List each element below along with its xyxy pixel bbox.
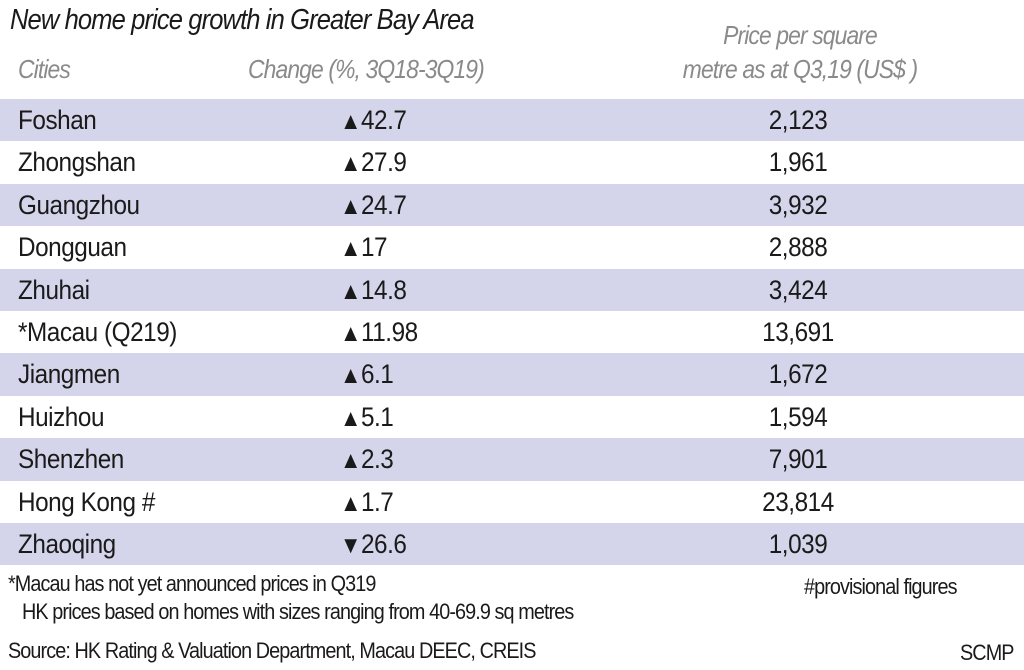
- price-value: 1,039: [768, 528, 828, 559]
- header-price-line2: metre as at Q3,19 (US$ ): [682, 54, 918, 84]
- footnote-provisional: #provisional figures: [804, 574, 957, 599]
- city-name: Zhaoqing: [18, 528, 116, 559]
- price-value: 2,123: [768, 105, 828, 135]
- triangle-up-icon: ▲: [340, 404, 361, 432]
- triangle-up-icon: ▲: [340, 489, 361, 517]
- price-value: 7,901: [768, 444, 828, 475]
- city-name: Huizhou: [18, 401, 105, 432]
- price-value: 1,961: [768, 147, 828, 178]
- change-cell: ▲42.7: [340, 105, 407, 136]
- chart-title: New home price growth in Greater Bay Are…: [10, 4, 475, 36]
- price-value: 1,672: [768, 359, 828, 390]
- change-cell: ▲1.7: [340, 486, 394, 518]
- city-name: Foshan: [18, 105, 97, 135]
- triangle-up-icon: ▲: [340, 150, 361, 178]
- change-cell: ▲27.9: [340, 147, 407, 178]
- table-row: *Macau (Q219) ▲11.98 13,691: [0, 311, 1024, 353]
- table-row: Foshan ▲42.7 2,123: [0, 99, 1024, 142]
- city-name: Dongguan: [18, 232, 127, 263]
- table-row: Zhuhai ▲14.8 3,424: [0, 268, 1024, 311]
- triangle-down-icon: ▼: [340, 531, 361, 559]
- triangle-up-icon: ▲: [340, 362, 361, 390]
- change-value: 24.7: [360, 189, 407, 220]
- change-value: 1.7: [360, 486, 394, 517]
- triangle-up-icon: ▲: [340, 447, 361, 475]
- city-name: *Macau (Q219): [18, 316, 177, 347]
- footnote-macau: *Macau has not yet announced prices in Q…: [8, 571, 376, 596]
- header-change: Change (%, 3Q18-3Q19): [248, 54, 485, 84]
- change-cell: ▼26.6: [340, 528, 407, 560]
- triangle-up-icon: ▲: [340, 277, 361, 305]
- change-cell: ▲14.8: [340, 274, 407, 306]
- change-value: 14.8: [360, 274, 407, 305]
- change-cell: ▲11.98: [340, 317, 418, 348]
- city-name: Guangzhou: [18, 189, 140, 220]
- change-value: 42.7: [360, 105, 407, 135]
- city-name: Zhuhai: [18, 274, 90, 305]
- change-cell: ▲24.7: [340, 189, 407, 221]
- change-value: 17: [360, 232, 388, 263]
- change-cell: ▲6.1: [340, 359, 394, 390]
- city-name: Jiangmen: [18, 359, 120, 390]
- table-row: Guangzhou ▲24.7 3,932: [0, 183, 1024, 227]
- price-value: 1,594: [768, 401, 828, 432]
- change-value: 27.9: [360, 147, 407, 178]
- price-value: 23,814: [762, 486, 834, 517]
- triangle-up-icon: ▲: [340, 319, 361, 347]
- credit: SCMP: [960, 640, 1014, 665]
- change-cell: ▲2.3: [340, 444, 394, 475]
- triangle-up-icon: ▲: [340, 192, 361, 220]
- footnote-hk: HK prices based on homes with sizes rang…: [22, 599, 574, 624]
- change-value: 11.98: [360, 316, 418, 347]
- table-row: Zhongshan ▲27.9 1,961: [0, 141, 1024, 183]
- change-cell: ▲17: [340, 232, 388, 263]
- table-row: Jiangmen ▲6.1 1,672: [0, 353, 1024, 396]
- table-row: Huizhou ▲5.1 1,594: [0, 396, 1024, 438]
- city-name: Hong Kong #: [18, 486, 155, 517]
- table-row: Hong Kong # ▲1.7 23,814: [0, 481, 1024, 523]
- change-value: 26.6: [360, 528, 407, 559]
- change-value: 6.1: [360, 359, 394, 390]
- table-row: Dongguan ▲17 2,888: [0, 226, 1024, 268]
- city-name: Zhongshan: [18, 147, 136, 178]
- price-value: 3,424: [768, 274, 828, 305]
- change-value: 5.1: [360, 401, 394, 432]
- triangle-up-icon: ▲: [340, 108, 361, 135]
- table-row: Zhaoqing ▼26.6 1,039: [0, 522, 1024, 566]
- price-value: 2,888: [768, 232, 828, 263]
- change-value: 2.3: [360, 444, 394, 475]
- table-body: Foshan ▲42.7 2,123 Zhongshan ▲27.9 1,961 Guang…: [0, 99, 1024, 566]
- source-note: Source: HK Rating & Valuation Department…: [8, 638, 536, 663]
- city-name: Shenzhen: [18, 444, 124, 475]
- price-value: 13,691: [762, 316, 834, 347]
- header-price-line1: Price per square: [723, 20, 878, 50]
- change-cell: ▲5.1: [340, 401, 394, 433]
- triangle-up-icon: ▲: [340, 235, 361, 263]
- table-row: Shenzhen ▲2.3 7,901: [0, 438, 1024, 481]
- price-value: 3,932: [768, 189, 828, 220]
- header-cities: Cities: [18, 54, 71, 84]
